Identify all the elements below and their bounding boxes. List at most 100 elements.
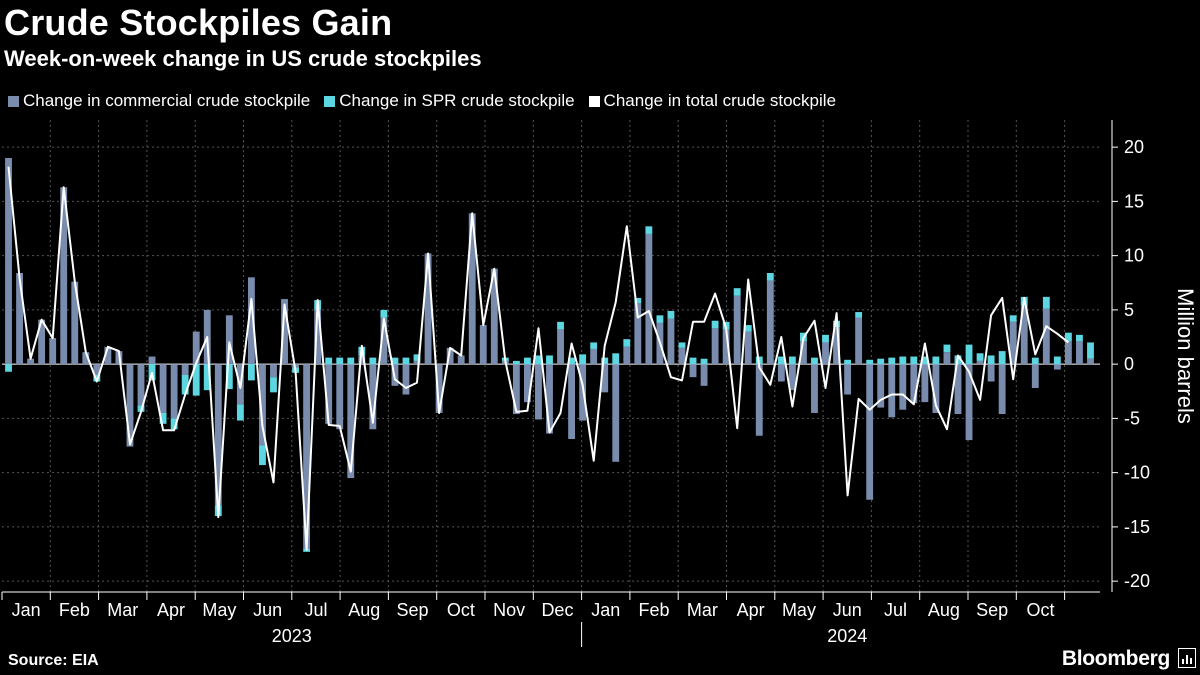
bar-commercial [557, 329, 564, 365]
bar-spr [921, 356, 929, 365]
bar-commercial [877, 364, 885, 408]
bar-spr [700, 358, 708, 365]
bar-commercial [888, 364, 896, 418]
bar-commercial [148, 356, 156, 365]
bar-spr [336, 357, 344, 365]
bar-commercial [987, 364, 995, 382]
x-tick-label: Mar [687, 600, 718, 620]
bar-spr [380, 309, 388, 318]
bar-spr [259, 445, 266, 466]
bar-commercial [479, 325, 487, 365]
bar-commercial [49, 338, 57, 365]
bar-commercial [325, 364, 333, 424]
x-tick-label: May [782, 600, 816, 620]
bar-spr [203, 364, 211, 391]
bar-commercial [755, 364, 763, 436]
bar-spr [866, 359, 874, 365]
x-tick-label: Apr [737, 600, 765, 620]
bar-commercial [214, 364, 222, 506]
bar-spr [236, 404, 244, 421]
x-tick-label: Jan [591, 600, 620, 620]
bar-spr [777, 356, 785, 365]
bar-commercial [766, 280, 774, 365]
bar-commercial [5, 157, 12, 365]
bar-commercial [490, 268, 498, 365]
bar-commercial [159, 364, 167, 413]
bar-commercial [336, 364, 344, 430]
bar-commercial [225, 315, 233, 365]
bar-commercial [192, 331, 200, 365]
legend: Change in commercial crude stockpile Cha… [8, 91, 836, 111]
bloomberg-terminal-icon [1178, 648, 1196, 668]
bar-commercial [1053, 364, 1061, 370]
bar-commercial [247, 277, 255, 365]
bar-commercial [788, 364, 796, 391]
legend-swatch-spr [324, 95, 336, 107]
y-tick-label: 5 [1124, 300, 1134, 320]
bar-spr [557, 321, 564, 330]
bar-commercial [82, 352, 90, 365]
bar-spr [733, 288, 741, 296]
x-year-label: 2023 [272, 626, 312, 646]
x-tick-label: May [202, 600, 236, 620]
x-tick-label: Sep [397, 600, 429, 620]
bar-spr [170, 418, 178, 430]
bar-spr [689, 357, 697, 365]
bar-commercial [347, 364, 355, 479]
bar-commercial [380, 317, 388, 365]
y-tick-label: -15 [1124, 517, 1150, 537]
x-tick-label: Aug [928, 600, 960, 620]
bar-spr [877, 358, 885, 365]
y-tick-label: 0 [1124, 354, 1134, 374]
bar-spr [976, 353, 984, 361]
bar-commercial [1031, 364, 1039, 389]
bar-commercial [722, 329, 730, 365]
bar-spr [711, 320, 719, 329]
bar-commercial [104, 346, 112, 365]
bar-spr [546, 355, 553, 365]
bar-commercial [976, 360, 984, 365]
x-tick-label: Jun [253, 600, 282, 620]
x-tick-label: Nov [493, 600, 525, 620]
bar-commercial [413, 360, 421, 365]
bar-commercial [833, 327, 840, 365]
bar-spr [1042, 296, 1050, 309]
bar-commercial [822, 342, 829, 365]
bar-spr [247, 364, 255, 381]
bar-commercial [170, 364, 178, 419]
bar-spr [181, 374, 189, 395]
bar-spr [678, 342, 686, 348]
bar-spr [998, 351, 1006, 365]
bar-commercial [921, 364, 929, 403]
bar-commercial [844, 364, 852, 395]
bar-spr [612, 353, 620, 365]
bars-group [5, 157, 1094, 552]
bar-spr [270, 377, 277, 393]
bar-spr [987, 355, 995, 365]
bar-commercial [16, 272, 23, 365]
bar-commercial [910, 364, 918, 404]
bar-spr [369, 357, 377, 365]
bar-commercial [667, 318, 675, 365]
bar-commercial [93, 364, 101, 375]
legend-label-total: Change in total crude stockpile [603, 91, 837, 110]
bar-spr [1076, 334, 1083, 342]
bar-commercial [954, 364, 962, 415]
bar-spr [5, 364, 12, 372]
bar-spr [579, 354, 587, 365]
bar-commercial [535, 364, 542, 420]
bar-commercial [998, 364, 1006, 415]
bar-commercial [424, 253, 432, 365]
bar-spr [634, 297, 642, 304]
bar-spr [192, 364, 200, 396]
bar-spr [568, 357, 576, 365]
bar-spr [965, 344, 973, 365]
bar-spr [1009, 315, 1017, 322]
bar-spr [1064, 332, 1072, 342]
bar-commercial [811, 364, 818, 413]
bar-spr [159, 412, 167, 424]
bar-commercial [1087, 358, 1094, 365]
bar-spr [623, 339, 631, 347]
bar-commercial [137, 364, 145, 406]
bar-commercial [744, 331, 752, 365]
